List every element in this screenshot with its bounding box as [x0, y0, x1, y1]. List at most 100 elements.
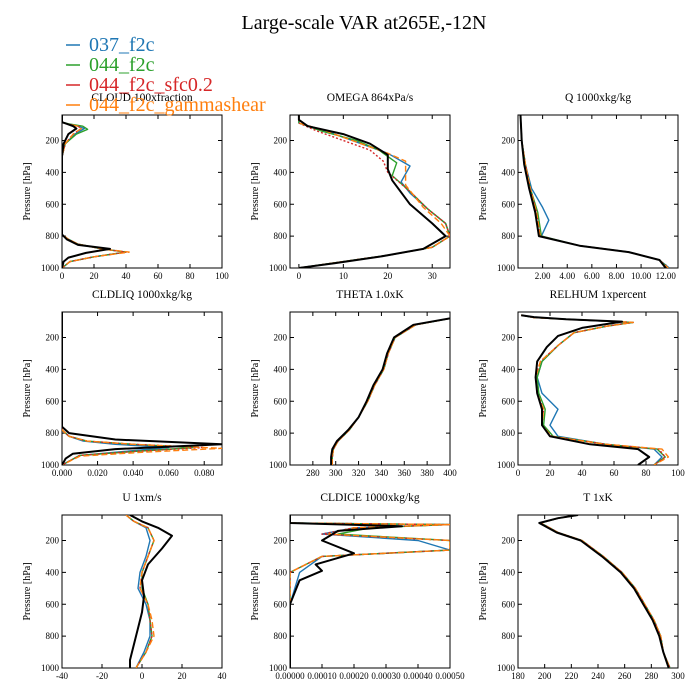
x-tick-label: 20: [546, 468, 556, 478]
plot-frame: [517, 514, 679, 669]
x-tick-label: 4.00: [559, 271, 575, 281]
x-tick-label: 6.00: [584, 271, 600, 281]
y-tick-label: 200: [274, 333, 288, 343]
x-tick-label: 0.060: [159, 468, 180, 478]
series-line-037_f2c: [519, 115, 670, 268]
y-tick-label: 400: [502, 567, 516, 577]
series-line-reference: [129, 515, 173, 668]
y-tick-label: 400: [274, 364, 288, 374]
y-tick-label: 1000: [269, 460, 288, 470]
y-axis-label: Pressure [hPa]: [22, 162, 33, 220]
x-tick-label: 280: [645, 671, 659, 681]
y-axis-label: Pressure [hPa]: [22, 359, 33, 417]
y-tick-label: 400: [502, 167, 516, 177]
series-group: [62, 312, 222, 465]
panel-1: CLOUD 100xfraction Pressure [hPa] 0 20 40 60 8…: [22, 92, 229, 281]
y-tick-label: 200: [46, 333, 60, 343]
x-tick-label: -20: [96, 671, 108, 681]
x-tick-label: 2.00: [535, 271, 551, 281]
legend: 037_f2c044_f2c044_f2c_sfc0.2044_f2c_gamm…: [66, 34, 266, 116]
plot-frame: [517, 114, 679, 269]
x-tick-label: 300: [671, 671, 685, 681]
x-tick-label: 360: [398, 468, 412, 478]
y-tick-label: 400: [46, 167, 60, 177]
series-line-044_f2c: [519, 115, 669, 268]
y-tick-label: 600: [502, 199, 516, 209]
series-line-044_f2c_gammashear: [62, 312, 222, 465]
legend-label: 044_f2c_sfc0.2: [89, 74, 213, 96]
panel-title: OMEGA 864xPa/s: [327, 92, 414, 104]
y-tick-label: 200: [274, 136, 288, 146]
x-tick-label: 0.040: [123, 468, 144, 478]
series-group: [519, 115, 670, 268]
x-tick-label: 400: [443, 468, 457, 478]
x-tick-label: 100: [671, 468, 685, 478]
y-tick-label: 200: [274, 536, 288, 546]
panel-title: CLOUD 100xfraction: [91, 92, 192, 104]
y-tick-label: 1000: [41, 263, 60, 273]
y-tick-label: 800: [502, 231, 516, 241]
y-tick-label: 200: [502, 136, 516, 146]
panel-7: U 1xm/s Pressure [hPa] -40 -20 0 20 40 200 400 60…: [22, 492, 227, 681]
y-tick-label: 800: [502, 428, 516, 438]
y-tick-label: 1000: [497, 460, 516, 470]
x-tick-label: 0.00000: [275, 671, 305, 681]
y-tick-label: 800: [274, 428, 288, 438]
x-tick-label: 80: [642, 468, 652, 478]
y-tick-label: 400: [46, 567, 60, 577]
x-tick-label: 0: [60, 271, 65, 281]
series-line-044_f2c: [62, 115, 127, 268]
series-line-044_f2c_gammashear: [519, 115, 669, 268]
x-tick-label: 0.000: [52, 468, 73, 478]
series-line-044_f2c_gammashear: [331, 317, 450, 465]
x-tick-label: 280: [306, 468, 320, 478]
series-line-044_f2c: [298, 115, 450, 268]
y-tick-label: 400: [502, 364, 516, 374]
x-tick-label: 260: [618, 671, 632, 681]
x-tick-label: 320: [352, 468, 366, 478]
x-tick-label: 10.00: [631, 271, 652, 281]
x-tick-label: 0: [297, 271, 302, 281]
figure-title: Large-scale VAR at265E,-12N: [242, 12, 487, 34]
series-line-reference: [538, 515, 670, 668]
y-tick-label: 600: [274, 599, 288, 609]
x-tick-label: 180: [511, 671, 525, 681]
x-tick-label: 0: [140, 671, 145, 681]
y-tick-label: 800: [274, 231, 288, 241]
series-line-reference: [290, 515, 403, 668]
y-tick-label: 200: [46, 136, 60, 146]
y-axis-label: Pressure [hPa]: [250, 562, 261, 620]
x-tick-label: 10: [339, 271, 349, 281]
x-tick-label: 0.00050: [435, 671, 465, 681]
series-line-044_f2c_gammashear: [290, 515, 450, 668]
y-axis-label: Pressure [hPa]: [250, 359, 261, 417]
series-line-044_f2c_gammashear: [125, 515, 155, 668]
x-tick-label: 20: [178, 671, 188, 681]
legend-label: 037_f2c: [89, 34, 155, 56]
y-axis-label: Pressure [hPa]: [478, 162, 489, 220]
y-tick-label: 600: [502, 396, 516, 406]
panel-title: CLDICE 1000xkg/kg: [320, 492, 420, 504]
series-group: [62, 115, 130, 268]
x-tick-label: 8.00: [609, 271, 625, 281]
y-axis-label: Pressure [hPa]: [478, 359, 489, 417]
panel-title: T 1xK: [583, 492, 613, 504]
panel-9: T 1xK Pressure [hPa] 180 200 220 240 260 280 300…: [478, 492, 685, 681]
series-line-037_f2c: [331, 317, 450, 465]
series-line-044_f2c_gammashear: [62, 115, 130, 268]
series-line-reference: [62, 115, 111, 268]
y-axis-label: Pressure [hPa]: [478, 562, 489, 620]
series-line-044_f2c_sfc0.2: [298, 115, 450, 268]
x-tick-label: 0.00010: [307, 671, 337, 681]
y-tick-label: 600: [46, 199, 60, 209]
plot-frame: [289, 114, 451, 269]
series-line-037_f2c: [125, 515, 151, 668]
series-line-044_f2c_gammashear: [540, 515, 671, 668]
y-tick-label: 1000: [269, 663, 288, 673]
panel-title: Q 1000xkg/kg: [565, 92, 631, 104]
series-line-044_f2c_sfc0.2: [540, 515, 671, 668]
panel-5: THETA 1.0xK Pressure [hPa] 280 300 320 340 360…: [250, 289, 457, 478]
series-group: [125, 515, 173, 668]
y-tick-label: 800: [46, 428, 60, 438]
